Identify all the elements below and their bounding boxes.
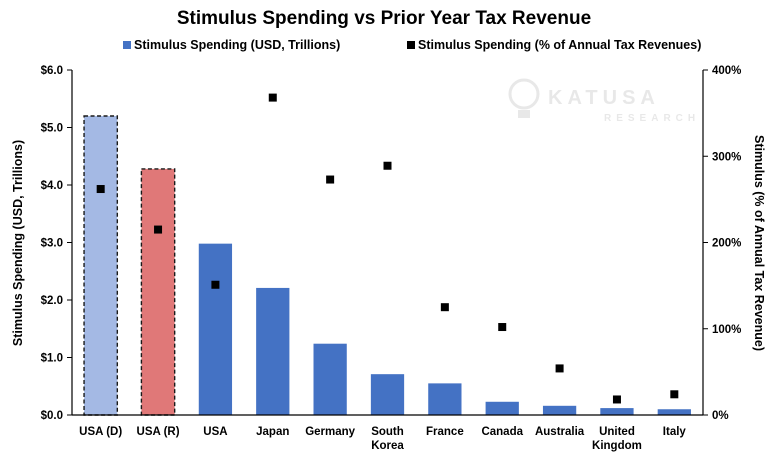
x-tick-label: Korea <box>371 440 404 452</box>
watermark: KATUSA RESEARCH <box>508 78 700 124</box>
legend-marker-label: Stimulus Spending (% of Annual Tax Reven… <box>418 38 701 52</box>
data-point <box>96 185 105 194</box>
data-point <box>555 364 564 373</box>
y-left-tick-label: $3.0 <box>41 238 63 250</box>
bar <box>542 405 577 415</box>
chart-title: Stimulus Spending vs Prior Year Tax Reve… <box>177 8 591 29</box>
data-point <box>211 280 220 289</box>
bar <box>485 401 519 415</box>
legend-marker-swatch <box>407 41 415 49</box>
x-tick-label: USA (D) <box>79 426 122 438</box>
legend-bar-swatch <box>123 41 131 49</box>
y-left-tick-label: $1.0 <box>41 353 63 365</box>
legend: Stimulus Spending (USD, Trillions) Stimu… <box>123 38 701 52</box>
y-left-tick-label: $6.0 <box>41 65 63 77</box>
bar <box>313 343 347 415</box>
y-right-tick-label: 300% <box>712 151 741 163</box>
bar <box>600 408 634 415</box>
bar <box>83 115 119 416</box>
watermark-sub: RESEARCH <box>604 113 700 124</box>
bar <box>140 168 176 416</box>
bar <box>428 383 462 415</box>
y-right-tick-label: 200% <box>712 238 741 250</box>
data-point <box>440 303 449 312</box>
x-tick-label: United <box>599 426 635 438</box>
watermark-bulb-base <box>518 110 530 118</box>
watermark-main: KATUSA <box>548 87 660 109</box>
y-left-tick-label: $4.0 <box>41 180 63 192</box>
y-left-tick-label: $5.0 <box>41 123 63 135</box>
plot-area: $0.0 $1.0 $2.0 $3.0 $4.0 $5.0 $6.0 0% 100% 200% 30… <box>41 65 742 452</box>
y-right-tick-label: 100% <box>712 324 741 336</box>
x-tick-label: Kingdom <box>592 440 642 452</box>
x-tick-label: Germany <box>305 426 355 438</box>
data-point <box>268 93 277 102</box>
bar <box>256 287 290 415</box>
x-tick-label: USA (R) <box>137 426 180 438</box>
watermark-bulb-icon <box>508 78 540 110</box>
y-left-tick-label: $0.0 <box>41 410 63 422</box>
data-point <box>670 390 679 399</box>
legend-bar-label: Stimulus Spending (USD, Trillions) <box>134 38 340 52</box>
bar <box>370 374 405 415</box>
data-point <box>383 161 392 170</box>
bar <box>657 409 691 415</box>
x-tick-label: South <box>371 426 404 438</box>
bar <box>198 243 233 415</box>
x-tick-label: Japan <box>256 426 289 438</box>
x-tick-label: USA <box>203 426 227 438</box>
y-right-tick-label: 400% <box>712 65 741 77</box>
x-tick-label: Australia <box>535 426 585 438</box>
data-point <box>498 323 507 332</box>
y-right-tick-label: 0% <box>712 410 729 422</box>
x-tick-label: Italy <box>663 426 687 438</box>
data-point <box>612 395 621 404</box>
x-tick-label: Canada <box>481 426 523 438</box>
data-point <box>326 175 335 184</box>
y-left-tick-label: $2.0 <box>41 295 63 307</box>
x-tick-label: France <box>426 426 464 438</box>
data-point <box>154 225 163 234</box>
y-axis-right-title: Stimulus (% of Annual Tax Revenue) <box>752 135 766 351</box>
y-axis-left-title: Stimulus Spending (USD, Trillions) <box>11 140 25 346</box>
